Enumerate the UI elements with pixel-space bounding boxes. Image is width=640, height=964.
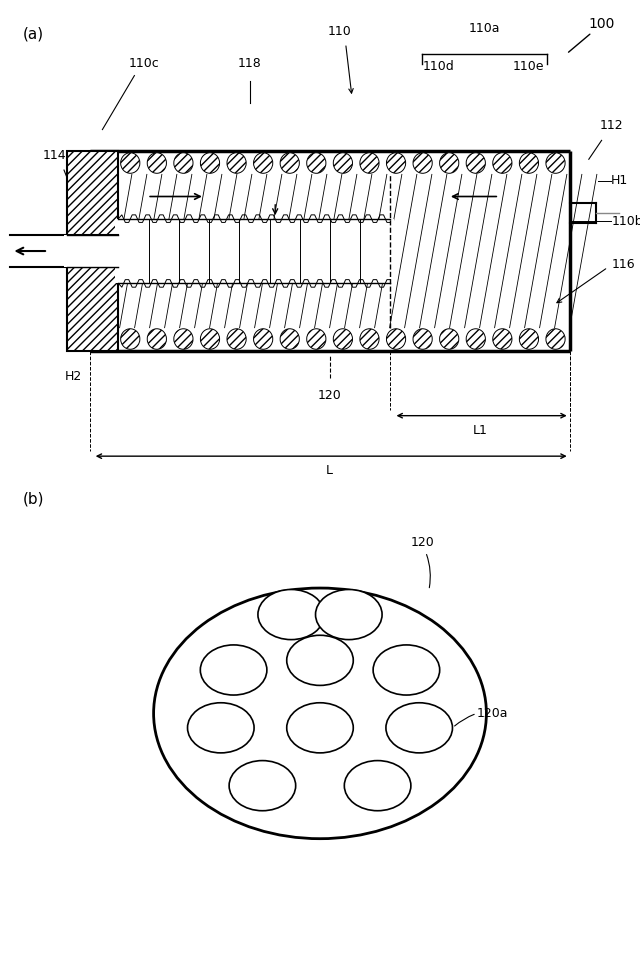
Text: 110e: 110e [512,60,544,73]
Ellipse shape [440,329,459,349]
Text: (a): (a) [22,27,44,42]
Bar [64,235,122,267]
Ellipse shape [280,329,300,349]
Text: H1: H1 [611,174,628,187]
Text: 110b: 110b [611,215,640,228]
Text: 120a: 120a [477,707,508,720]
Text: 110c: 110c [129,57,159,70]
Ellipse shape [174,152,193,174]
Ellipse shape [440,152,459,174]
Ellipse shape [466,329,485,349]
Ellipse shape [387,329,406,349]
Ellipse shape [546,152,565,174]
Bar [90,151,570,351]
Circle shape [258,589,324,640]
Text: 100: 100 [588,17,615,31]
Text: (b): (b) [22,492,44,507]
Ellipse shape [466,152,485,174]
Ellipse shape [253,329,273,349]
Ellipse shape [493,329,512,349]
Text: 114: 114 [43,149,66,162]
Ellipse shape [200,329,220,349]
Ellipse shape [360,152,379,174]
Ellipse shape [280,152,300,174]
Ellipse shape [121,152,140,174]
Text: 120: 120 [410,537,435,549]
Ellipse shape [546,329,565,349]
Circle shape [373,645,440,695]
Ellipse shape [413,152,432,174]
Circle shape [287,703,353,753]
Text: 116: 116 [611,258,635,271]
Circle shape [229,761,296,811]
Ellipse shape [360,329,379,349]
Text: 120: 120 [317,388,342,402]
Text: L1: L1 [472,424,488,437]
Bar [67,151,118,351]
Ellipse shape [227,152,246,174]
Ellipse shape [519,152,538,174]
Ellipse shape [147,152,166,174]
Text: H2: H2 [65,370,82,383]
Circle shape [344,761,411,811]
Ellipse shape [333,329,353,349]
Text: 118: 118 [237,57,262,70]
Ellipse shape [227,329,246,349]
Circle shape [386,703,452,753]
Ellipse shape [121,329,140,349]
Text: 110a: 110a [469,22,500,35]
Bar [67,151,118,351]
Ellipse shape [94,329,113,349]
Circle shape [287,635,353,685]
Ellipse shape [413,329,432,349]
Ellipse shape [333,152,353,174]
Circle shape [154,588,486,839]
Ellipse shape [174,329,193,349]
Text: 110d: 110d [422,60,454,73]
Ellipse shape [147,329,166,349]
Ellipse shape [200,152,220,174]
Ellipse shape [307,152,326,174]
Text: 110: 110 [327,25,351,38]
Circle shape [200,645,267,695]
Ellipse shape [519,329,538,349]
Ellipse shape [253,152,273,174]
Ellipse shape [94,152,113,174]
Ellipse shape [387,152,406,174]
Text: 112: 112 [600,120,623,132]
Ellipse shape [493,152,512,174]
Bar [115,219,394,283]
Circle shape [316,589,382,640]
Ellipse shape [307,329,326,349]
Text: L: L [326,465,333,477]
Circle shape [188,703,254,753]
